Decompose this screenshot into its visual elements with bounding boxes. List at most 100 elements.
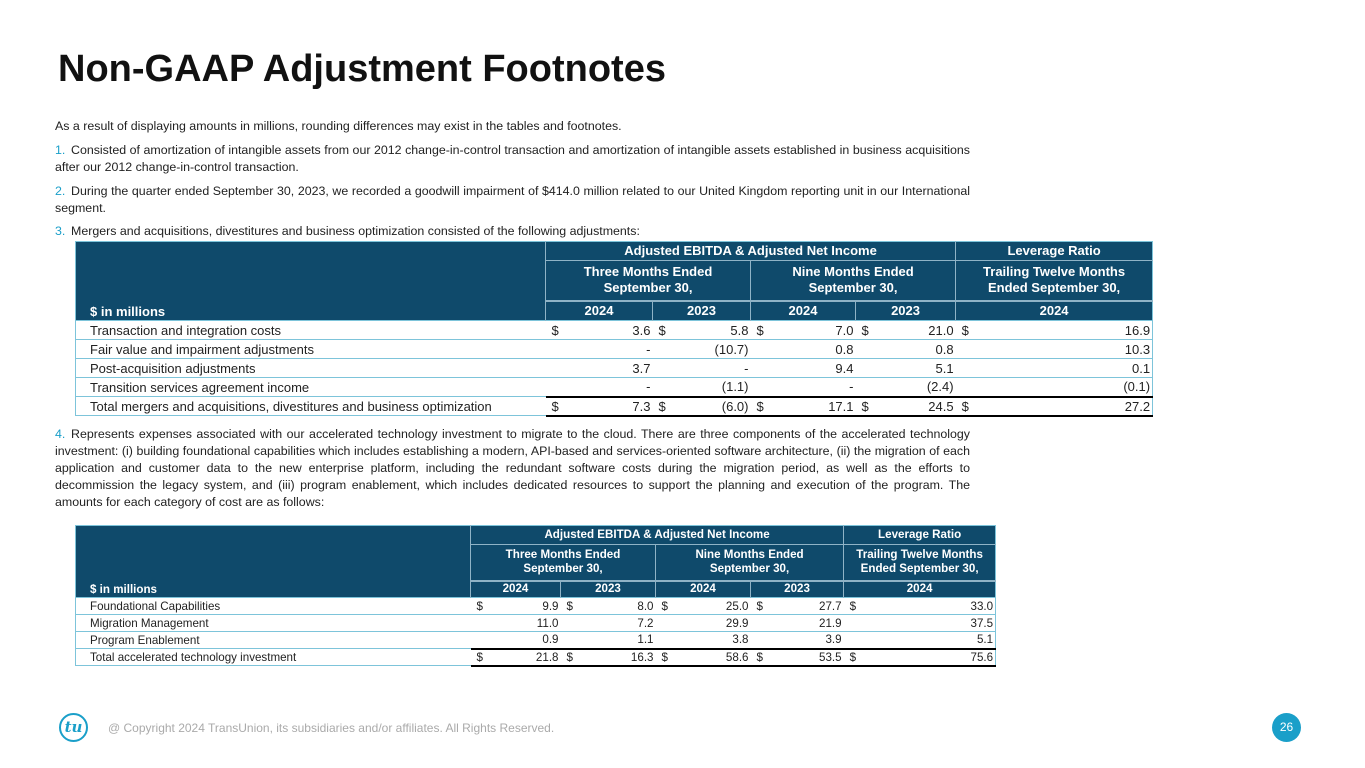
table-row: Total accelerated technology investment $… [75,647,996,667]
period-line: Ended September 30, [860,562,979,576]
period-header: Three Months Ended September 30, [545,260,751,301]
period-line: Three Months Ended [505,547,621,561]
row-label: Migration Management [75,614,471,632]
currency-symbol: $ [750,647,771,667]
row-label: Transition services agreement income [75,377,546,397]
currency-symbol: $ [470,647,491,667]
value-cell: - [565,377,653,397]
value-cell: (0.1) [975,377,1153,397]
value-cell: 17.1 [770,395,856,417]
currency-symbol: $ [750,395,771,417]
currency-symbol [855,339,876,359]
value-cell: 58.6 [675,647,751,667]
group-leverage-ratio: Leverage Ratio [955,241,1153,261]
value-cell: 21.8 [490,647,561,667]
footnote-text: Represents expenses associated with our … [55,427,970,509]
value-cell: 75.6 [863,647,996,667]
currency-symbol [843,631,864,649]
value-cell: 37.5 [863,614,996,632]
period-line: September 30, [523,562,603,576]
mergers-acquisitions-table: $ in millions Adjusted EBITDA & Adjusted … [75,241,1154,417]
currency-symbol [470,614,491,632]
currency-symbol: $ [470,597,491,615]
value-cell: 8.0 [580,597,656,615]
period-header: Trailing Twelve Months Ended September 30… [843,544,996,581]
units-label: $ in millions [75,525,471,598]
footnote-number: 1. [55,143,66,157]
footnote-text: Consisted of amortization of intangible … [55,143,970,174]
currency-symbol [955,377,976,397]
currency-symbol [955,358,976,378]
value-cell: 9.9 [490,597,561,615]
table-row: Post-acquisition adjustments 3.7-9.4 5.1 0.… [75,358,1153,378]
period-line: September 30, [603,280,693,296]
value-cell: 0.1 [975,358,1153,378]
row-label: Fair value and impairment adjustments [75,339,546,359]
value-cell: 0.8 [770,339,856,359]
period-line: Trailing Twelve Months [983,264,1126,279]
row-label: Total accelerated technology investment [75,648,471,666]
transunion-logo: tu [59,713,88,742]
row-label: Program Enablement [75,631,471,649]
period-line: Nine Months Ended [695,547,804,561]
units-label: $ in millions [75,241,546,321]
currency-symbol [652,358,673,378]
value-cell: 1.1 [580,631,656,649]
year-header: 2024 [955,299,1153,321]
currency-symbol: $ [750,320,771,340]
footnote-3: 3. Mergers and acquisitions, divestitures… [55,223,970,240]
period-header: Trailing Twelve Months Ended September 30… [955,260,1153,301]
value-cell: 3.9 [770,631,844,649]
currency-symbol [750,631,771,649]
footnote-2: 2. During the quarter ended September 30,… [55,183,970,217]
currency-symbol [750,339,771,359]
currency-symbol: $ [843,597,864,615]
currency-symbol: $ [955,320,976,340]
currency-symbol [560,614,581,632]
year-header: 2024 [470,579,561,598]
period-header: Three Months Ended September 30, [470,544,656,581]
currency-symbol: $ [655,647,676,667]
year-header: 2023 [652,299,751,321]
currency-symbol [655,614,676,632]
value-cell: 9.4 [770,358,856,378]
currency-symbol: $ [655,597,676,615]
header-row-groups: $ in millions Adjusted EBITDA & Adjusted … [75,241,1153,321]
value-cell: - [565,339,653,359]
currency-symbol [470,631,491,649]
value-cell: 5.8 [672,320,751,340]
value-cell: (2.4) [875,377,956,397]
year-header: 2023 [749,579,844,598]
year-header: 2024 [655,579,751,598]
period-line: September 30, [709,562,790,576]
footnote-text: During the quarter ended September 30, 2… [55,184,970,215]
currency-symbol: $ [545,320,566,340]
value-cell: 21.0 [875,320,956,340]
currency-symbol: $ [855,395,876,417]
period-line: Trailing Twelve Months [856,547,983,561]
value-cell: 24.5 [875,395,956,417]
value-cell: (1.1) [672,377,751,397]
value-cell: (6.0) [672,395,751,417]
accelerated-technology-table: $ in millions Adjusted EBITDA & Adjusted … [75,525,997,667]
footnote-number: 2. [55,184,66,198]
year-header: 2023 [854,299,956,321]
currency-symbol [545,377,566,397]
value-cell: 16.9 [975,320,1153,340]
currency-symbol: $ [560,597,581,615]
value-cell: 53.5 [770,647,844,667]
currency-symbol [652,339,673,359]
currency-symbol: $ [652,395,673,417]
value-cell: 21.9 [770,614,844,632]
group-adjusted-ebitda: Adjusted EBITDA & Adjusted Net Income [469,525,844,545]
value-cell: 3.7 [565,358,653,378]
value-cell: 7.3 [565,395,653,417]
currency-symbol [855,377,876,397]
currency-symbol [955,339,976,359]
page-title: Non-GAAP Adjustment Footnotes [58,48,666,90]
value-cell: - [672,358,751,378]
year-header: 2024 [750,299,856,321]
table-row: Transition services agreement income - (1.… [75,377,1153,397]
footnote-number: 3. [55,224,66,238]
currency-symbol: $ [955,395,976,417]
